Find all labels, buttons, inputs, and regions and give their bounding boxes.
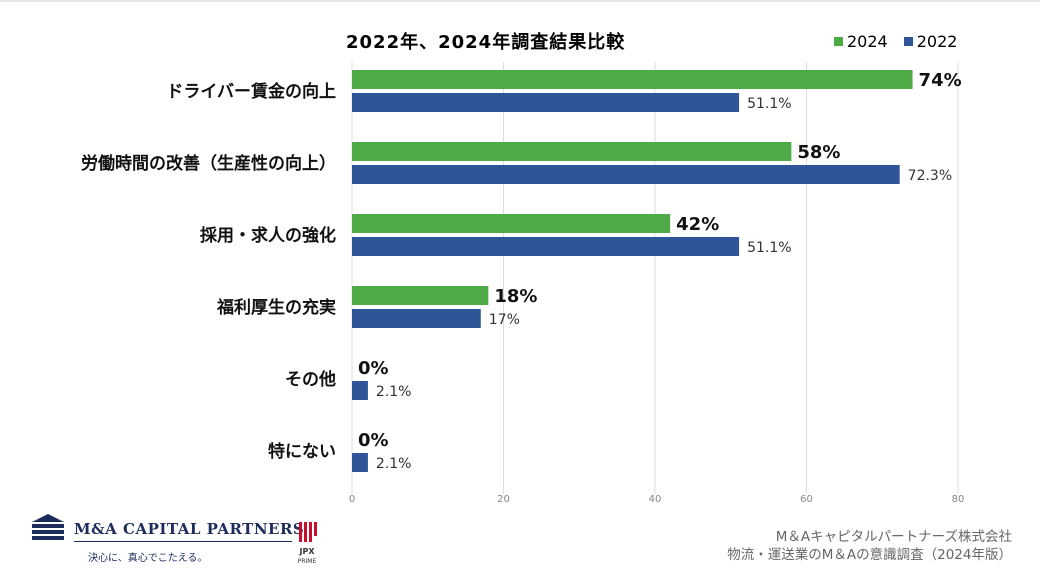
jpx-sub-label: PRIME [297,558,317,565]
company-name: M&A CAPITAL PARTNERS [74,520,305,538]
category-label: 特にない [268,441,336,462]
legend-item-2022: 2022 [903,32,958,51]
data-label-2022: 51.1% [747,240,791,256]
category-label: 福利厚生の充実 [216,297,336,318]
x-tick-label: 40 [649,494,662,505]
bar-2022 [352,453,368,472]
jpx-label: JPX [299,547,315,556]
company-tagline: 決心に、真心でこたえる。 [88,553,208,564]
x-tick-label: 20 [497,494,510,505]
category-label: その他 [285,369,336,390]
legend-swatch-2022 [903,37,913,46]
bar-2022 [352,309,481,328]
x-tick-label: 60 [800,494,813,505]
category-label: 労働時間の改善（生産性の向上） [81,153,336,174]
bar-2022 [352,93,740,112]
x-tick-label: 0 [349,494,355,505]
bar-2024 [352,70,913,89]
company-mark-icon [32,514,64,540]
data-label-2022: 2.1% [376,456,412,472]
bar-2022 [352,237,740,256]
bar-2024 [352,142,792,161]
bar-2024 [352,286,489,305]
legend: 2024 2022 [834,32,957,51]
legend-label-2022: 2022 [916,32,958,51]
data-label-2024: 42% [676,214,719,235]
data-label-2024: 18% [494,286,537,307]
legend-item-2024: 2024 [834,32,888,51]
legend-label-2024: 2024 [847,32,888,51]
bar-2024 [352,214,671,233]
data-label-2024: 58% [797,142,840,163]
data-label-2022: 72.3% [908,168,952,184]
x-tick-label: 80 [952,494,965,505]
source-note: M＆Aキャピタルパートナーズ株式会社 物流・運送業のM＆Aの意識調査（2024年… [727,528,1012,564]
legend-swatch-2024 [834,37,843,46]
category-label: 採用・求人の強化 [200,225,336,246]
jpx-prime-badge: JPX PRIME [290,520,324,568]
data-label-2024: 74% [919,70,962,91]
data-label-2024: 0% [358,358,389,379]
chart-title: 2022年、2024年調査結果比較 [346,32,626,53]
bar-chart: 0 20 40 60 80 ドライバー賃金の向上 74% 51.1% 労働時間の改善（生産性の向… [81,62,965,505]
data-label-2024: 0% [358,430,389,451]
bar-2022 [352,165,900,184]
top-divider [0,0,1040,2]
source-line-2: 物流・運送業のM＆Aの意識調査（2024年版） [727,547,1012,563]
bar-2022 [352,381,368,400]
data-label-2022: 17% [489,312,520,328]
category-label: ドライバー賃金の向上 [166,81,336,102]
source-line-1: M＆Aキャピタルパートナーズ株式会社 [775,529,1012,545]
data-label-2022: 51.1% [747,96,791,112]
data-label-2022: 2.1% [376,384,412,400]
jpx-logo-icon [299,522,317,542]
company-name-rule [74,541,292,542]
